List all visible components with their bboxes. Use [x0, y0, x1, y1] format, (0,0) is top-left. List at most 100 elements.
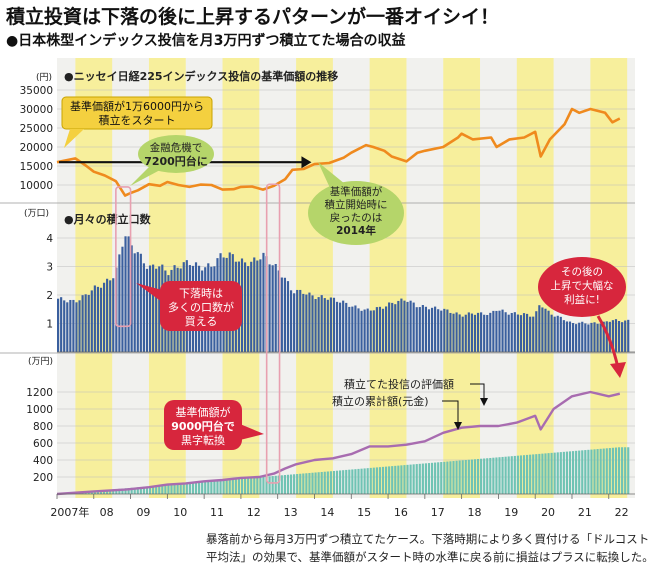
- principal-bar: [311, 472, 314, 494]
- bar: [250, 261, 253, 352]
- legend-leader: [470, 383, 485, 402]
- bar: [394, 304, 397, 352]
- principal-bar: [578, 450, 581, 494]
- y-tick-label: 1000: [26, 404, 53, 416]
- principal-bar: [106, 489, 109, 494]
- bar: [470, 313, 473, 352]
- principal-bar: [335, 470, 339, 494]
- principal-bar: [440, 462, 443, 494]
- principal-bar: [559, 452, 562, 494]
- principal-bar: [274, 475, 277, 494]
- principal-bar: [611, 447, 614, 494]
- principal-bar: [513, 455, 516, 494]
- principal-bar: [158, 485, 161, 494]
- bar: [455, 312, 458, 352]
- bar: [427, 309, 431, 352]
- principal-bar: [305, 473, 308, 494]
- principal-bar: [541, 453, 544, 494]
- principal-bar: [142, 486, 145, 494]
- bar: [90, 290, 93, 352]
- bar: [253, 257, 256, 352]
- bar: [440, 310, 443, 352]
- principal-bar: [605, 448, 608, 494]
- principal-bar: [627, 447, 630, 494]
- bar: [302, 293, 305, 352]
- bar: [581, 321, 584, 352]
- bar: [535, 311, 538, 352]
- x-tick-label: 12: [247, 506, 261, 519]
- bar: [308, 292, 311, 352]
- bar: [369, 310, 372, 352]
- principal-bar: [400, 465, 403, 494]
- bar: [627, 319, 630, 352]
- principal-bar: [388, 466, 391, 494]
- x-tick-label: 21: [578, 506, 592, 519]
- bar: [127, 236, 130, 352]
- principal-bar: [161, 485, 164, 494]
- bar: [584, 323, 587, 352]
- bar: [434, 306, 437, 352]
- principal-bar: [443, 461, 446, 494]
- principal-bar: [430, 462, 434, 494]
- principal-bar: [553, 452, 556, 494]
- principal-bar: [115, 489, 118, 494]
- legend-label-valuation: 積立てた投信の評価額: [344, 377, 454, 391]
- bar: [568, 321, 572, 352]
- bar: [286, 281, 290, 352]
- x-tick-label: 2007年: [50, 505, 89, 519]
- bar: [486, 314, 489, 352]
- bar: [562, 320, 565, 352]
- legend-leader: [442, 400, 459, 426]
- bar: [87, 294, 90, 352]
- bar: [624, 320, 627, 352]
- valuation-line: [56, 390, 621, 496]
- bar: [541, 307, 544, 352]
- principal-bar: [565, 451, 569, 494]
- principal-bar: [201, 481, 204, 494]
- y-tick-label: 3: [46, 262, 53, 274]
- principal-bar: [314, 472, 317, 494]
- principal-bar: [256, 477, 259, 494]
- principal-bar: [179, 483, 182, 494]
- principal-bar: [590, 449, 593, 494]
- principal-bar: [372, 467, 375, 494]
- principal-bar: [617, 447, 621, 494]
- principal-bar: [360, 468, 363, 494]
- callout-text: その後の: [561, 265, 603, 278]
- principal-bar: [526, 454, 529, 494]
- principal-bar: [351, 469, 354, 494]
- bar: [75, 302, 78, 352]
- principal-bar: [259, 477, 262, 494]
- principal-bar: [130, 487, 133, 494]
- bar: [504, 312, 507, 352]
- bar: [96, 286, 100, 352]
- principal-bar: [283, 475, 286, 494]
- callout-breakeven-shape: [164, 400, 242, 450]
- principal-bar: [498, 457, 501, 494]
- principal-bar: [470, 459, 473, 494]
- bar: [99, 287, 103, 352]
- bar: [412, 302, 415, 352]
- bar: [501, 309, 504, 352]
- principal-bar: [538, 453, 541, 494]
- principal-bar: [225, 479, 228, 494]
- principal-bar: [452, 461, 455, 494]
- principal-bar: [280, 475, 283, 494]
- principal-bar: [216, 480, 219, 494]
- bar: [106, 278, 109, 352]
- principal-bar: [342, 470, 345, 494]
- bar: [513, 312, 516, 352]
- year-stripe: [369, 58, 407, 498]
- principal-bar: [406, 464, 409, 494]
- principal-bar: [593, 449, 596, 494]
- bar: [590, 322, 593, 352]
- bar: [66, 302, 69, 352]
- bar: [571, 322, 575, 352]
- principal-bar: [599, 448, 602, 494]
- x-tick-label: 14: [320, 506, 334, 519]
- bar: [326, 299, 329, 352]
- principal-bar: [366, 468, 369, 494]
- chart-title: ●月々の積立口数: [64, 212, 152, 226]
